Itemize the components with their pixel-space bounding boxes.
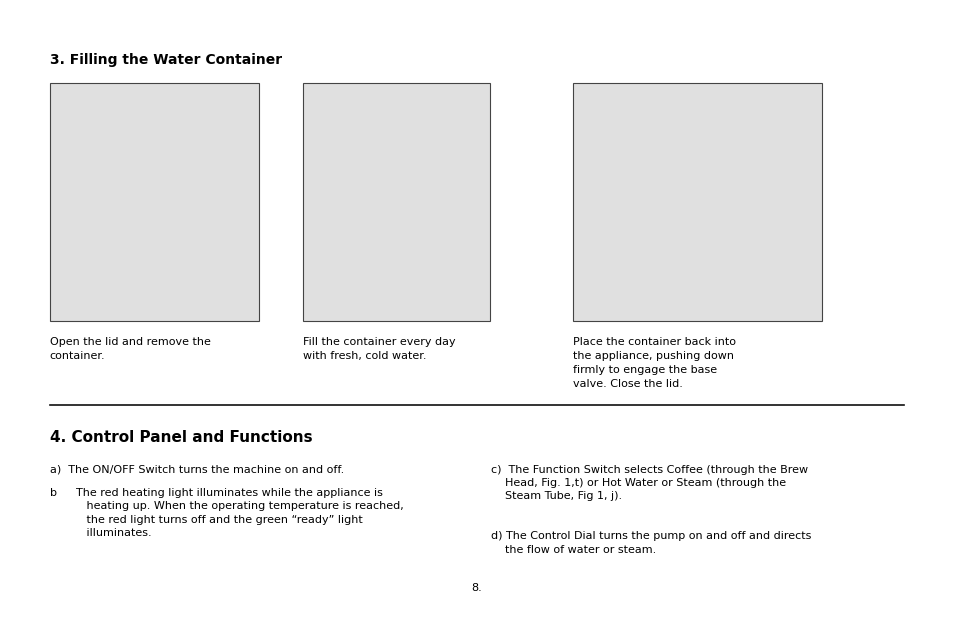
Text: a)  The ON/OFF Switch turns the machine on and off.: a) The ON/OFF Switch turns the machine o…: [50, 465, 343, 475]
Text: 8.: 8.: [471, 583, 482, 593]
Bar: [303, 83, 490, 321]
Text: 4. Control Panel and Functions: 4. Control Panel and Functions: [50, 430, 312, 444]
Text: 3. Filling the Water Container: 3. Filling the Water Container: [50, 53, 281, 67]
Bar: [573, 83, 821, 321]
Bar: [50, 83, 259, 321]
Text: Place the container back into
the appliance, pushing down
firmly to engage the b: Place the container back into the applia…: [573, 337, 736, 389]
Text: d) The Control Dial turns the pump on and off and directs
    the flow of water : d) The Control Dial turns the pump on an…: [491, 531, 811, 555]
Text: Fill the container every day
with fresh, cold water.: Fill the container every day with fresh,…: [303, 337, 456, 361]
Text: The red heating light illuminates while the appliance is
   heating up. When the: The red heating light illuminates while …: [76, 488, 404, 538]
Text: c)  The Function Switch selects Coffee (through the Brew
    Head, Fig. 1,t) or : c) The Function Switch selects Coffee (t…: [491, 465, 807, 501]
Text: b: b: [50, 488, 56, 498]
Text: Open the lid and remove the
container.: Open the lid and remove the container.: [50, 337, 211, 361]
